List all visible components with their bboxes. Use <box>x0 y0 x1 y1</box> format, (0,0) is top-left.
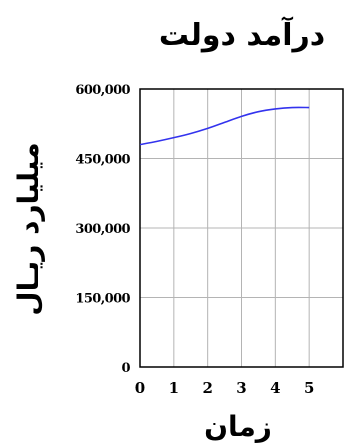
x-gridlines <box>173 89 310 367</box>
y-tick-label: 0 <box>122 361 131 376</box>
x-tick-label: 0 <box>135 379 145 397</box>
y-tick-label: 450,000 <box>75 153 130 168</box>
x-tick-label: 4 <box>270 379 280 397</box>
y-tick-label: 150,000 <box>75 292 130 307</box>
y-tick-label: 300,000 <box>75 222 130 237</box>
series-line <box>139 106 310 146</box>
x-tick-labels: 0 1 2 3 4 5 <box>135 379 315 397</box>
y-tick-label: 600,000 <box>75 83 130 98</box>
x-tick-label: 5 <box>304 379 314 397</box>
x-tick-label: 3 <box>236 379 246 397</box>
plot-area <box>139 88 344 368</box>
x-tick-label: 1 <box>169 379 179 397</box>
chart-title: درآمد دولت <box>159 16 325 53</box>
y-axis-label: میلیارد ریـال <box>12 142 45 315</box>
x-tick-label: 2 <box>202 379 212 397</box>
x-axis-label: زمان <box>204 410 272 443</box>
y-tick-labels: 0 150,000 300,000 450,000 600,000 <box>75 83 131 376</box>
